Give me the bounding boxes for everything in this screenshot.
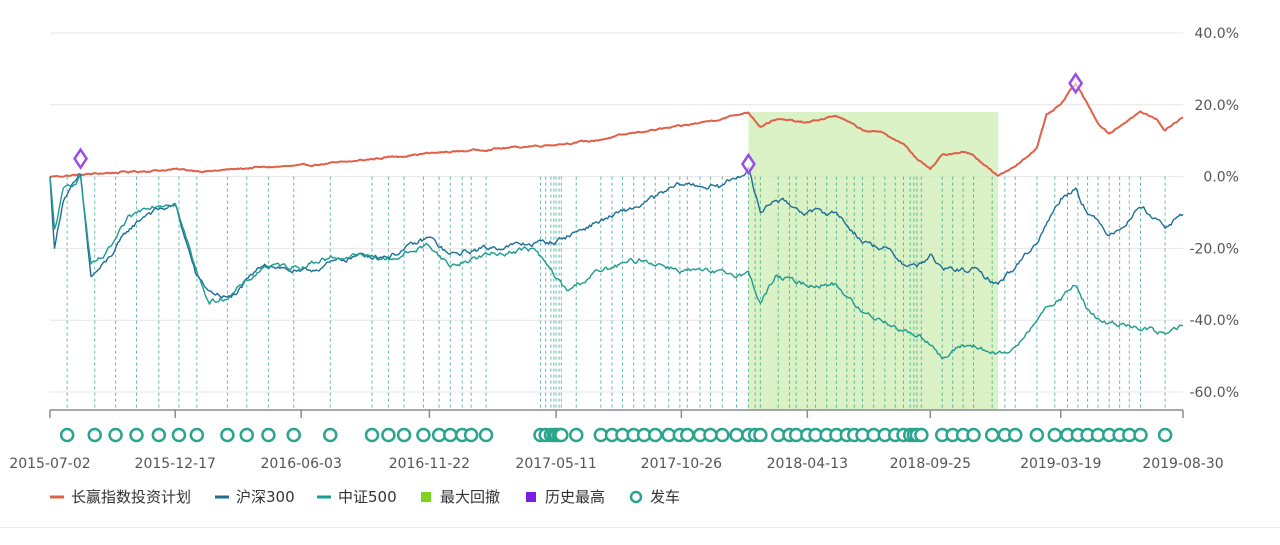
historical-high-markers bbox=[73, 72, 1084, 176]
x-axis-labels: 2015-07-02 2015-12-17 2016-06-03 2016-11-22… bbox=[9, 456, 1223, 472]
departure-marker bbox=[416, 427, 431, 443]
x-tick-label: 2018-09-25 bbox=[890, 456, 971, 472]
legend-swatch bbox=[629, 490, 643, 504]
departure-markers bbox=[59, 427, 1173, 443]
series-lines bbox=[49, 82, 1184, 360]
x-tick-label: 2017-10-26 bbox=[641, 456, 722, 472]
y-tick-label: 40.0% bbox=[1195, 26, 1239, 42]
departure-marker bbox=[151, 427, 167, 443]
x-tick-label: 2016-06-03 bbox=[261, 456, 342, 472]
departure-marker bbox=[478, 427, 494, 443]
legend-label: 最大回撤 bbox=[440, 488, 500, 506]
y-tick-label: 20.0% bbox=[1195, 98, 1239, 114]
departure-marker bbox=[1133, 427, 1148, 443]
departure-marker bbox=[1047, 427, 1063, 443]
departure-marker bbox=[59, 427, 75, 443]
x-tick-label: 2015-07-02 bbox=[9, 456, 90, 472]
departure-marker bbox=[239, 427, 255, 443]
departure-marker bbox=[443, 427, 458, 443]
x-tick-label: 2018-04-13 bbox=[767, 456, 848, 472]
departure-marker bbox=[220, 427, 235, 443]
legend-label: 长赢指数投资计划 bbox=[71, 488, 191, 506]
historical-high-marker bbox=[73, 147, 89, 170]
legend-item-3[interactable]: 中证500 bbox=[317, 488, 397, 506]
legend-item-2[interactable]: 沪深300 bbox=[215, 488, 295, 506]
departure-marker bbox=[129, 427, 144, 443]
departure-marker bbox=[323, 427, 338, 443]
x-tick-label: 2019-03-19 bbox=[1020, 456, 1101, 472]
legend-item-5[interactable]: 历史最高 bbox=[526, 488, 605, 506]
series-line-2 bbox=[49, 166, 1184, 299]
departure-marker bbox=[189, 427, 205, 443]
departure-marker bbox=[261, 427, 276, 443]
y-tick-label: -40.0% bbox=[1189, 313, 1239, 329]
legend-label: 中证500 bbox=[338, 488, 397, 506]
x-tick-label: 2017-05-11 bbox=[515, 456, 596, 472]
departure-marker bbox=[753, 427, 768, 443]
legend-item-4[interactable]: 最大回撤 bbox=[421, 488, 500, 506]
series-line-3 bbox=[49, 175, 1183, 360]
departure-marker bbox=[87, 427, 102, 443]
legend-label: 发车 bbox=[650, 488, 680, 506]
bottom-divider bbox=[0, 527, 1280, 528]
departure-marker bbox=[286, 427, 301, 443]
departure-marker bbox=[1008, 427, 1023, 443]
departure-marker bbox=[364, 427, 380, 443]
departure-marker bbox=[396, 427, 412, 443]
y-tick-label: -20.0% bbox=[1189, 241, 1239, 257]
departure-marker bbox=[1157, 427, 1173, 443]
historical-high-marker bbox=[1068, 72, 1084, 95]
x-axis bbox=[49, 409, 1184, 418]
departure-marker bbox=[568, 427, 584, 443]
departure-marker bbox=[108, 427, 123, 443]
legend-swatch bbox=[526, 492, 536, 502]
legend-item-6[interactable]: 发车 bbox=[629, 488, 680, 506]
legend-item-1[interactable]: 长赢指数投资计划 bbox=[50, 488, 191, 506]
departure-marker bbox=[715, 427, 730, 443]
departure-marker bbox=[703, 427, 718, 443]
departure-marker bbox=[648, 427, 663, 443]
departure-marker bbox=[171, 427, 187, 443]
departure-marker bbox=[914, 427, 929, 443]
departure-marker bbox=[966, 427, 981, 443]
departure-marker bbox=[680, 427, 695, 443]
grid-lines bbox=[50, 32, 1183, 393]
legend-label: 历史最高 bbox=[545, 488, 605, 506]
y-tick-label: -60.0% bbox=[1189, 385, 1239, 401]
series-line-1 bbox=[49, 82, 1184, 178]
x-tick-label: 2016-11-22 bbox=[389, 456, 470, 472]
departure-marker bbox=[984, 427, 1000, 443]
x-tick-label: 2015-12-17 bbox=[135, 456, 216, 472]
x-tick-label: 2019-08-30 bbox=[1142, 456, 1223, 472]
y-tick-label: 0.0% bbox=[1203, 170, 1239, 186]
historical-high-marker bbox=[740, 152, 756, 176]
departure-marker bbox=[1029, 427, 1045, 443]
departure-marker bbox=[463, 427, 479, 443]
departure-marker bbox=[381, 427, 396, 443]
legend-label: 沪深300 bbox=[236, 488, 295, 506]
legend[interactable]: 长赢指数投资计划 沪深300 中证500 最大回撤 历史最高 发车 bbox=[50, 488, 680, 506]
departure-marker bbox=[729, 427, 744, 443]
legend-swatch bbox=[421, 492, 431, 502]
departure-lines bbox=[66, 176, 1166, 410]
departure-marker bbox=[554, 427, 569, 443]
y-axis-labels: 40.0% 20.0% 0.0% -20.0% -40.0% -60.0% bbox=[1189, 26, 1239, 401]
